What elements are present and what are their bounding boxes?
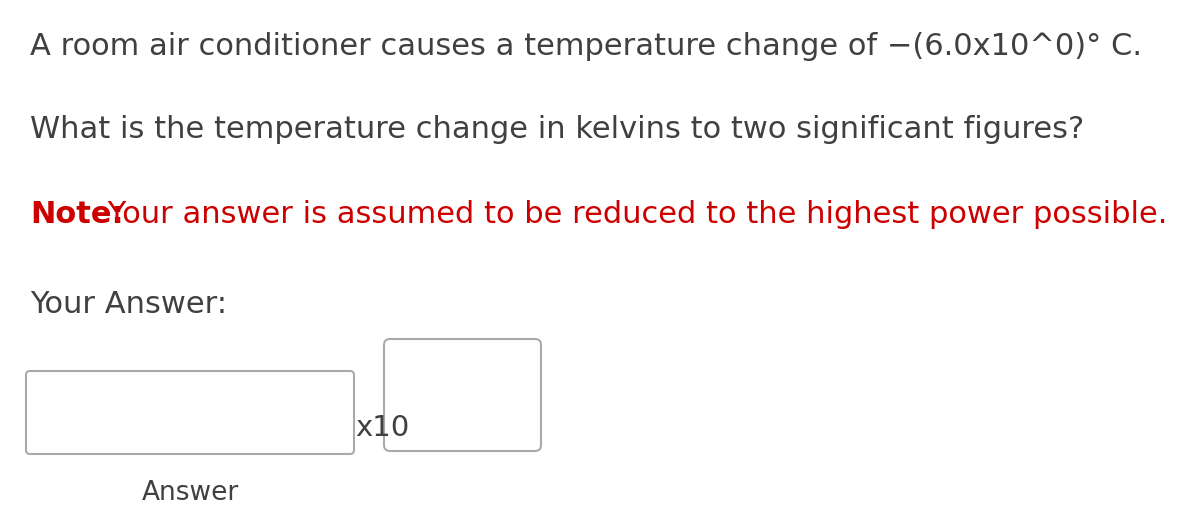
Text: A room air conditioner causes a temperature change of −(6.0x10^0)° C.: A room air conditioner causes a temperat… bbox=[30, 32, 1142, 61]
Text: Answer: Answer bbox=[142, 480, 239, 506]
Text: Your Answer:: Your Answer: bbox=[30, 290, 227, 319]
FancyBboxPatch shape bbox=[384, 339, 541, 451]
FancyBboxPatch shape bbox=[26, 371, 354, 454]
Text: Your answer is assumed to be reduced to the highest power possible.: Your answer is assumed to be reduced to … bbox=[98, 200, 1168, 229]
Text: What is the temperature change in kelvins to two significant figures?: What is the temperature change in kelvin… bbox=[30, 115, 1085, 144]
Text: Note:: Note: bbox=[30, 200, 124, 229]
Text: x10: x10 bbox=[355, 414, 409, 442]
